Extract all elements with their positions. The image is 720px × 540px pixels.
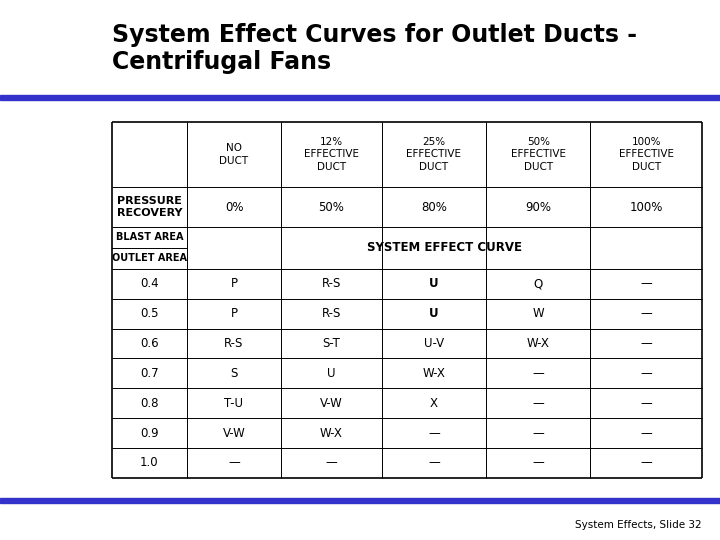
Text: —: — xyxy=(532,367,544,380)
Text: OUTLET AREA: OUTLET AREA xyxy=(112,253,187,264)
Text: U: U xyxy=(327,367,336,380)
Text: 90%: 90% xyxy=(525,201,552,214)
Text: 12%
EFFECTIVE
DUCT: 12% EFFECTIVE DUCT xyxy=(304,137,359,172)
Text: —: — xyxy=(532,456,544,469)
Text: P: P xyxy=(230,307,238,320)
Text: 50%: 50% xyxy=(318,201,344,214)
Text: U-V: U-V xyxy=(424,337,444,350)
Text: 0.6: 0.6 xyxy=(140,337,158,350)
Text: —: — xyxy=(228,456,240,469)
Text: R-S: R-S xyxy=(322,307,341,320)
Text: —: — xyxy=(428,427,440,440)
Text: R-S: R-S xyxy=(322,277,341,291)
Text: V-W: V-W xyxy=(320,397,343,410)
Text: —: — xyxy=(640,456,652,469)
Text: 100%
EFFECTIVE
DUCT: 100% EFFECTIVE DUCT xyxy=(618,137,674,172)
Bar xyxy=(0,95,720,100)
Text: NO
DUCT: NO DUCT xyxy=(220,143,248,166)
Text: —: — xyxy=(325,456,337,469)
Text: 0.7: 0.7 xyxy=(140,367,158,380)
Text: S: S xyxy=(230,367,238,380)
Text: X: X xyxy=(430,397,438,410)
Text: —: — xyxy=(640,367,652,380)
Text: U: U xyxy=(429,277,438,291)
Text: W-X: W-X xyxy=(527,337,549,350)
Text: P: P xyxy=(230,277,238,291)
Text: 0.9: 0.9 xyxy=(140,427,158,440)
Text: —: — xyxy=(532,427,544,440)
Text: R-S: R-S xyxy=(225,337,243,350)
Text: —: — xyxy=(428,456,440,469)
Text: 0.8: 0.8 xyxy=(140,397,158,410)
Text: W-X: W-X xyxy=(423,367,445,380)
Text: 1.0: 1.0 xyxy=(140,456,158,469)
Text: 0.4: 0.4 xyxy=(140,277,158,291)
Text: —: — xyxy=(640,277,652,291)
Text: PRESSURE
RECOVERY: PRESSURE RECOVERY xyxy=(117,196,182,218)
Text: —: — xyxy=(532,397,544,410)
Text: S-T: S-T xyxy=(323,337,340,350)
Text: V-W: V-W xyxy=(222,427,246,440)
Text: 0%: 0% xyxy=(225,201,243,214)
Text: BLAST AREA: BLAST AREA xyxy=(116,233,183,242)
Text: System Effect Curves for Outlet Ducts -
Centrifugal Fans: System Effect Curves for Outlet Ducts - … xyxy=(112,23,636,75)
Text: SYSTEM EFFECT CURVE: SYSTEM EFFECT CURVE xyxy=(367,241,522,254)
Text: —: — xyxy=(640,397,652,410)
Text: T-U: T-U xyxy=(225,397,243,410)
Text: —: — xyxy=(640,427,652,440)
Text: 100%: 100% xyxy=(629,201,663,214)
Text: —: — xyxy=(640,307,652,320)
Text: —: — xyxy=(640,337,652,350)
Text: Q: Q xyxy=(534,277,543,291)
Text: 80%: 80% xyxy=(421,201,446,214)
Text: System Effects, Slide 32: System Effects, Slide 32 xyxy=(575,520,702,530)
Text: 0.5: 0.5 xyxy=(140,307,158,320)
Bar xyxy=(0,498,720,503)
Text: 25%
EFFECTIVE
DUCT: 25% EFFECTIVE DUCT xyxy=(406,137,462,172)
Text: W: W xyxy=(532,307,544,320)
Text: 50%
EFFECTIVE
DUCT: 50% EFFECTIVE DUCT xyxy=(510,137,566,172)
Text: U: U xyxy=(429,307,438,320)
Text: W-X: W-X xyxy=(320,427,343,440)
